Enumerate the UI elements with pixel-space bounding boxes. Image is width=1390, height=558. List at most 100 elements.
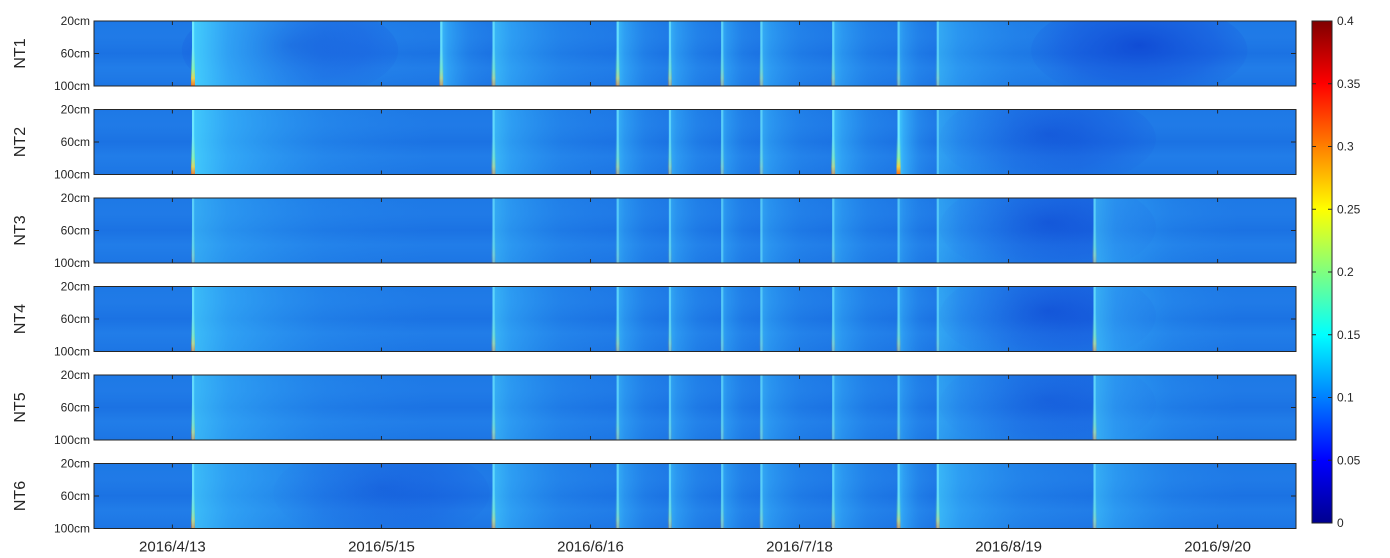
wetting-event — [492, 198, 617, 263]
colorbar-tick-label: 0.05 — [1337, 453, 1361, 467]
panel-nt5: 20cm 60cm 100cm NT5 — [12, 368, 1297, 447]
panel-nt4: 20cm 60cm 100cm NT4 — [12, 280, 1297, 359]
wetting-front — [667, 401, 672, 440]
wetting-event — [936, 286, 1094, 352]
panel-label: NT3 — [12, 215, 29, 245]
y-tick-label: 20cm — [61, 14, 90, 28]
wetting-front — [831, 489, 836, 529]
wetting-front — [190, 224, 195, 263]
wetting-front — [667, 312, 672, 352]
wetting-event — [897, 375, 937, 440]
wetting-event — [721, 463, 761, 529]
x-tick-label: 2016/7/18 — [766, 539, 833, 556]
colorbar-tick-label: 0.1 — [1337, 391, 1354, 405]
wetting-front — [615, 224, 620, 263]
y-tick-label: 100cm — [54, 522, 90, 536]
event-edge — [936, 375, 939, 440]
panel-label: NT2 — [12, 127, 29, 157]
wetting-event — [191, 21, 433, 86]
wetting-front — [759, 135, 764, 175]
wetting-front — [491, 489, 496, 529]
wetting-event — [616, 375, 669, 440]
y-tick-label: 20cm — [61, 191, 90, 205]
y-tick-label: 20cm — [61, 368, 90, 382]
y-tick-label: 100cm — [54, 168, 90, 182]
panel-label: NT1 — [12, 38, 29, 68]
colorbar-tick-label: 0.4 — [1337, 14, 1354, 28]
wetting-event — [616, 21, 669, 86]
wetting-front — [759, 312, 764, 352]
wetting-event — [1093, 286, 1238, 352]
wetting-front — [190, 47, 195, 86]
wetting-event — [191, 463, 433, 529]
y-tick-label: 20cm — [61, 457, 90, 471]
wetting-front — [190, 312, 195, 352]
wetting-front — [190, 489, 195, 529]
wetting-event — [616, 463, 669, 529]
wetting-event — [897, 286, 937, 352]
x-tick-label: 2016/5/15 — [348, 539, 415, 556]
event-edge — [936, 109, 939, 175]
x-tick-label: 2016/9/20 — [1184, 539, 1251, 556]
wetting-event — [492, 21, 617, 86]
panel-nt3: 20cm 60cm 100cm NT3 — [12, 191, 1297, 270]
y-tick-label: 60cm — [61, 312, 90, 326]
y-tick-label: 20cm — [61, 103, 90, 117]
wetting-event — [191, 375, 433, 440]
colorbar-tick-label: 0 — [1337, 516, 1344, 530]
wetting-event — [936, 21, 1081, 86]
wetting-event — [832, 109, 898, 175]
wetting-event — [760, 198, 833, 263]
wetting-event — [668, 375, 722, 440]
wetting-front — [831, 135, 836, 175]
wetting-front — [615, 135, 620, 175]
colorbar-tick-label: 0.35 — [1337, 77, 1361, 91]
y-tick-label: 100cm — [54, 79, 90, 93]
wetting-event — [936, 375, 1094, 440]
wetting-front — [1092, 224, 1097, 263]
wetting-event — [492, 286, 617, 352]
wetting-front — [759, 401, 764, 440]
wetting-front — [720, 401, 725, 440]
wetting-event — [936, 198, 1094, 263]
wetting-front — [720, 312, 725, 352]
wetting-event — [1093, 375, 1238, 440]
wetting-front — [615, 401, 620, 440]
panel-label: NT6 — [12, 481, 29, 511]
wetting-event — [832, 198, 898, 263]
wetting-event — [492, 375, 617, 440]
wetting-front — [491, 401, 496, 440]
wetting-event — [668, 198, 722, 263]
y-tick-label: 60cm — [61, 401, 90, 415]
wetting-front — [935, 312, 940, 352]
wetting-event — [897, 463, 937, 529]
wetting-event — [721, 286, 761, 352]
wetting-event — [897, 109, 937, 175]
panel-label: NT5 — [12, 392, 29, 422]
x-tick-label: 2016/4/13 — [139, 539, 206, 556]
wetting-front — [1092, 401, 1097, 440]
wetting-event — [721, 109, 761, 175]
wetting-front — [831, 47, 836, 86]
panel-label: NT4 — [12, 304, 29, 334]
wetting-front — [896, 47, 901, 86]
wetting-event — [492, 109, 617, 175]
wetting-event — [832, 463, 898, 529]
wetting-front — [896, 312, 901, 352]
wetting-event — [668, 463, 722, 529]
panel-nt1: 20cm 60cm 100cm NT1 — [12, 14, 1297, 93]
panel-nt6: 20cm 60cm 100cm NT6 — [12, 457, 1297, 536]
wetting-event — [760, 21, 833, 86]
colorbar-tick-label: 0.25 — [1337, 202, 1361, 216]
wetting-front — [667, 135, 672, 175]
wetting-event — [191, 109, 433, 175]
wetting-event — [616, 109, 669, 175]
wetting-front — [491, 312, 496, 352]
wetting-front — [831, 401, 836, 440]
y-tick-label: 60cm — [61, 224, 90, 238]
wetting-front — [831, 312, 836, 352]
wetting-front — [491, 224, 496, 263]
wetting-event — [832, 286, 898, 352]
wetting-event — [1093, 198, 1238, 263]
